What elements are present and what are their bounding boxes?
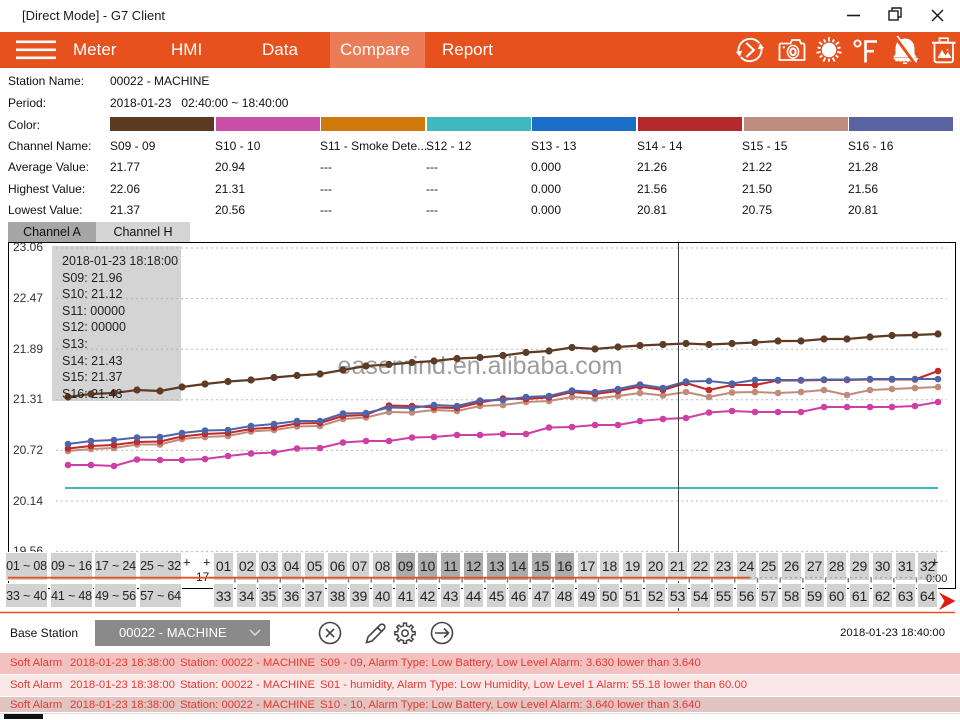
svg-text:+: + — [931, 555, 939, 570]
svg-text:0:00: 0:00 — [926, 573, 947, 585]
svg-text:+: + — [183, 555, 191, 570]
svg-text:+: + — [203, 555, 211, 570]
